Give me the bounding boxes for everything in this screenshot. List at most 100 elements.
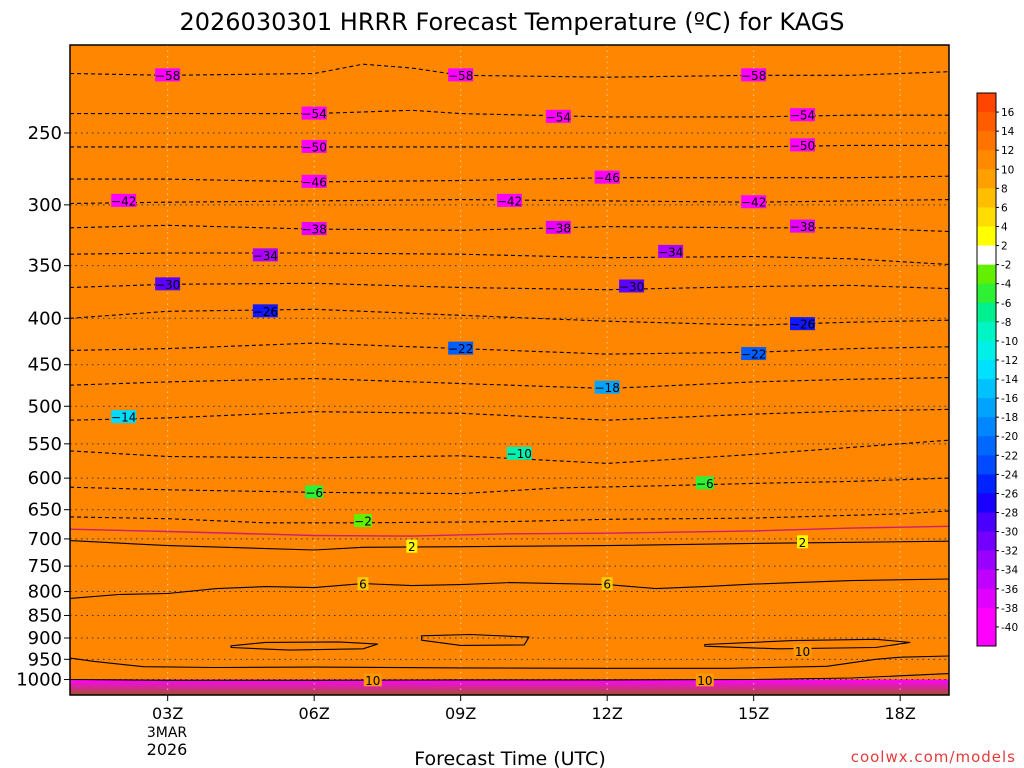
contour-label-bg	[305, 485, 324, 499]
colorbar-swatch	[977, 340, 996, 361]
colorbar-label: -2	[1001, 260, 1011, 272]
colorbar-swatch	[977, 474, 996, 494]
temperature-fill	[70, 45, 949, 695]
contour-label-bg	[741, 68, 767, 82]
contour-label: −38	[790, 220, 815, 234]
plot-frame	[69, 44, 950, 696]
contour-label-bg	[658, 244, 684, 258]
contour-labels: 10 10 10 6 6 2 2 −2 −6 −6 −10 −14 −18 −22 −22 −26 −26 −30…	[111, 68, 815, 688]
colorbar-label: 12	[1001, 145, 1014, 157]
contour-line	[70, 408, 949, 421]
plot-area: 10 10 10 6 6 2 2 −2 −6 −6 −10 −14 −18 −22 −22 −26 −26 −30…	[70, 45, 949, 695]
colorbar-label: -40	[1001, 622, 1018, 634]
contour-label-bg	[793, 644, 812, 658]
colorbar-swatch	[977, 607, 996, 628]
contour-label-bg	[594, 170, 620, 184]
contour-label: −2	[354, 515, 372, 529]
colorbar-swatch	[977, 302, 996, 323]
contour-line	[70, 224, 949, 233]
colorbar-label: 2	[1001, 241, 1008, 253]
contour-label: 10	[365, 674, 380, 688]
colorbar-label: 16	[1001, 107, 1015, 119]
chart-title: 2026030301 HRRR Forecast Temperature (ºC…	[179, 8, 844, 36]
contour-label: −6	[696, 477, 714, 491]
y-tick-label: 550	[28, 434, 62, 455]
y-tick-label: 300	[28, 195, 62, 216]
contour-label-bg	[357, 577, 369, 591]
colorbar-swatch	[977, 321, 996, 342]
y-tick-label: 450	[28, 355, 62, 376]
contour-label: −30	[619, 280, 644, 294]
contour-label-bg	[741, 347, 767, 361]
contour-label: −34	[253, 249, 278, 263]
contour-label-bg	[155, 68, 181, 82]
y-tick-label: 750	[28, 556, 62, 577]
contour-label: −46	[302, 175, 327, 189]
contour-label-bg	[497, 193, 522, 207]
contour-label-bg	[111, 193, 137, 207]
colorbar-label: -16	[1001, 393, 1018, 405]
contour-line	[70, 439, 949, 464]
contour-label: 10	[697, 674, 712, 688]
colorbar-swatch	[977, 226, 996, 247]
colorbar-label: -8	[1001, 317, 1011, 329]
contour-label-bg	[790, 138, 815, 152]
colorbar-legend: 16 14 12 10 8 6 4 2 -2 -4 -6 -8 -10 -12 -14 -16 -18 -20 -2…	[976, 92, 1018, 647]
colorbar-swatch	[977, 131, 996, 151]
colorbar-label: -20	[1001, 431, 1018, 443]
y-tick-label: 600	[28, 468, 62, 489]
contour-line	[70, 308, 949, 326]
y-tick-label: 650	[28, 500, 62, 521]
contour-label: −30	[155, 278, 180, 292]
contour-label-bg	[601, 577, 613, 591]
contour-line	[70, 342, 949, 355]
contour-line	[70, 175, 949, 183]
contour-label: 6	[603, 578, 611, 592]
colorbar-label: 4	[1001, 221, 1008, 233]
y-tick-label: 500	[28, 396, 62, 417]
colorbar-swatch	[977, 417, 996, 437]
x-tick-label: 12Z	[592, 704, 623, 723]
colorbar-swatch	[977, 512, 996, 533]
contour-label-bg	[619, 279, 645, 293]
colorbar-swatch	[977, 626, 996, 647]
colorbar-swatch	[977, 264, 996, 285]
contour-label: −10	[507, 447, 532, 461]
contour-label-bg	[301, 106, 327, 120]
colorbar-swatch	[977, 531, 996, 552]
contour-label-bg	[301, 174, 327, 188]
contour-label: −50	[790, 139, 815, 153]
colorbar-label: 6	[1001, 202, 1008, 214]
contour-label: −34	[658, 245, 683, 259]
colorbar-swatch	[977, 588, 996, 609]
contour-label-bg	[545, 220, 571, 234]
contour-label-bg	[594, 380, 620, 394]
colorbar-swatch	[977, 93, 996, 113]
y-tick-label: 400	[28, 308, 62, 329]
contour-label: −18	[595, 381, 620, 395]
contour-label: −14	[111, 411, 136, 425]
contour-label-bg	[252, 248, 278, 262]
y-tick-label: 950	[28, 649, 62, 670]
colorbar-label: -32	[1001, 546, 1018, 558]
contour-line	[70, 282, 949, 291]
contour-label: 2	[799, 536, 807, 550]
colorbar-swatch	[977, 150, 996, 170]
y-axis: 2503003504004505005506006507007508008509…	[16, 123, 70, 691]
contour-label-bg	[252, 304, 278, 318]
colorbar-swatch	[977, 550, 996, 571]
contour-label: −54	[790, 109, 815, 123]
y-tick-label: 250	[28, 123, 62, 144]
colorbar-frame	[976, 92, 997, 647]
contour-line	[70, 377, 949, 390]
x-axis: 03Z 06Z 09Z 12Z 15Z 18Z	[152, 695, 916, 723]
contour-label: 2	[408, 540, 416, 554]
x-tick-label: 06Z	[299, 704, 330, 723]
contour-label: −50	[302, 140, 327, 154]
contour-line	[70, 252, 949, 266]
colorbar-swatch	[977, 245, 996, 266]
contour-label-bg	[545, 109, 571, 123]
y-tick-label: 850	[28, 605, 62, 626]
contour-label: −26	[253, 305, 278, 319]
contour-line	[70, 63, 949, 78]
